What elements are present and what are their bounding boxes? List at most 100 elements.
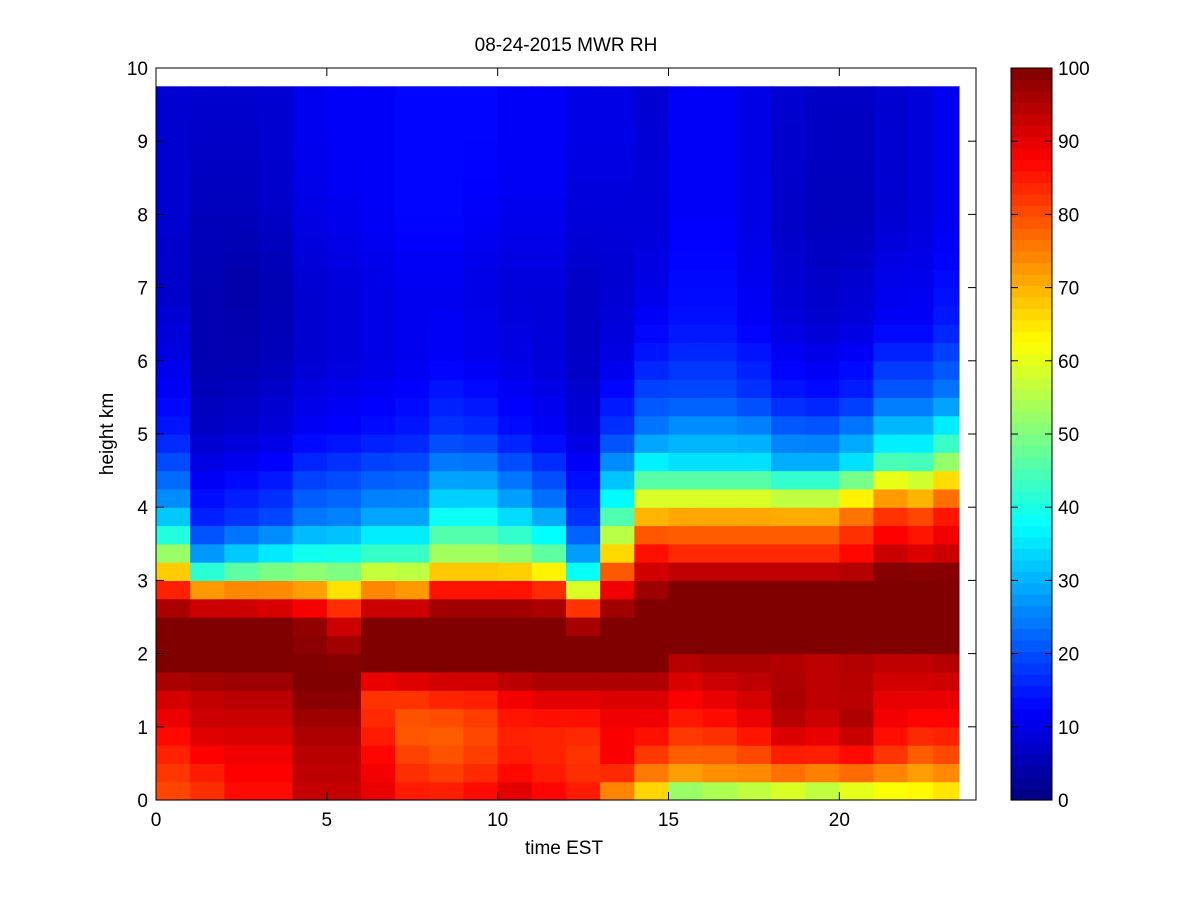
heatmap-cell xyxy=(805,781,840,801)
heatmap-cell xyxy=(736,763,772,783)
heatmap-cell xyxy=(361,470,396,490)
heatmap-cell xyxy=(736,159,772,179)
heatmap-cell xyxy=(258,104,294,124)
heatmap-cell xyxy=(190,251,225,270)
heatmap-cell xyxy=(771,141,806,161)
heatmap-cell xyxy=(224,598,260,618)
heatmap-cell xyxy=(258,543,294,563)
colorbar-swatch xyxy=(1011,342,1052,355)
heatmap-cell xyxy=(702,269,738,289)
heatmap-cell xyxy=(873,507,909,527)
heatmap-cell xyxy=(771,305,806,325)
heatmap-cell xyxy=(258,745,294,764)
heatmap-cell xyxy=(702,159,738,179)
heatmap-cell xyxy=(395,397,430,417)
heatmap-cell xyxy=(395,251,430,270)
heatmap-cell xyxy=(805,232,840,252)
heatmap-cell xyxy=(873,690,909,710)
heatmap-cell xyxy=(395,653,430,673)
heatmap-cell xyxy=(839,104,875,124)
heatmap-cell xyxy=(736,708,772,728)
heatmap-cell xyxy=(873,653,909,673)
heatmap-cell xyxy=(497,781,533,801)
heatmap-cell xyxy=(600,214,635,234)
heatmap-cell xyxy=(531,434,567,453)
heatmap-cell xyxy=(873,360,909,380)
heatmap-cell xyxy=(258,653,294,673)
heatmap-cell xyxy=(736,507,772,527)
heatmap-cell xyxy=(463,86,499,106)
heatmap-cell xyxy=(531,251,567,270)
heatmap-cell xyxy=(292,415,328,435)
y-tick-label: 8 xyxy=(137,205,148,226)
heatmap-cell xyxy=(326,763,362,783)
colorbar-swatch xyxy=(1011,102,1052,115)
heatmap-cell xyxy=(873,726,909,746)
heatmap-cell xyxy=(497,580,533,600)
y-tick-label: 0 xyxy=(137,791,148,812)
heatmap-cell xyxy=(702,488,738,508)
heatmap-cell xyxy=(873,415,909,435)
heatmap-cell xyxy=(600,671,635,691)
heatmap-cell xyxy=(566,653,601,673)
heatmap-cell xyxy=(805,617,840,636)
heatmap-cell xyxy=(634,690,670,710)
heatmap-cell xyxy=(771,397,806,417)
colorbar-swatch xyxy=(1011,525,1052,538)
heatmap-cell xyxy=(497,763,533,783)
colorbar-swatch xyxy=(1011,742,1052,755)
heatmap-cell xyxy=(907,232,934,252)
heatmap-cell xyxy=(839,360,875,380)
colorbar-swatch xyxy=(1011,605,1052,618)
heatmap-cell xyxy=(736,251,772,270)
heatmap-cell xyxy=(292,635,328,655)
heatmap-cell xyxy=(907,287,934,307)
heatmap-cell xyxy=(668,177,704,197)
heatmap-cell xyxy=(326,86,362,106)
heatmap-cell xyxy=(634,415,670,435)
heatmap-cell xyxy=(771,507,806,527)
colorbar-swatch xyxy=(1011,445,1052,458)
heatmap-cell xyxy=(839,488,875,508)
colorbar-swatch xyxy=(1011,136,1052,149)
heatmap-cell xyxy=(156,470,191,490)
colorbar-swatch xyxy=(1011,376,1052,389)
heatmap-cell xyxy=(600,159,635,179)
heatmap-cell xyxy=(907,653,934,673)
heatmap-cell xyxy=(429,598,465,618)
y-tick-label: 6 xyxy=(137,352,148,373)
heatmap-cell xyxy=(933,562,960,581)
heatmap-cell xyxy=(326,159,362,179)
heatmap-cell xyxy=(933,745,960,764)
heatmap-cell xyxy=(736,232,772,252)
heatmap-cell xyxy=(156,488,191,508)
heatmap-cell xyxy=(463,122,499,142)
heatmap-cell xyxy=(873,269,909,289)
heatmap-cell xyxy=(668,287,704,307)
heatmap-cell xyxy=(566,415,601,435)
heatmap-cell xyxy=(531,342,567,362)
colorbar: 0 10 20 30 40 50 60 70 80 90 100 xyxy=(1011,59,1090,812)
heatmap-cell xyxy=(156,415,191,435)
colorbar-swatch xyxy=(1011,205,1052,218)
heatmap-cell xyxy=(634,251,670,270)
heatmap-cell xyxy=(361,232,396,252)
heatmap-cell xyxy=(361,141,396,161)
heatmap-cell xyxy=(429,196,465,215)
heatmap-cell xyxy=(634,287,670,307)
heatmap-cell xyxy=(361,671,396,691)
heatmap-cell xyxy=(702,671,738,691)
heatmap-cell xyxy=(839,214,875,234)
colorbar-tick-label: 30 xyxy=(1058,571,1079,592)
heatmap-cell xyxy=(361,635,396,655)
heatmap-cell xyxy=(907,342,934,362)
heatmap-cell xyxy=(634,580,670,600)
heatmap-cell xyxy=(702,232,738,252)
colorbar-swatch xyxy=(1011,708,1052,721)
heatmap-cell xyxy=(736,342,772,362)
heatmap-cell xyxy=(361,122,396,142)
heatmap-cell xyxy=(873,470,909,490)
heatmap-cell xyxy=(702,177,738,197)
heatmap-cell xyxy=(702,305,738,325)
heatmap-cell xyxy=(531,617,567,636)
